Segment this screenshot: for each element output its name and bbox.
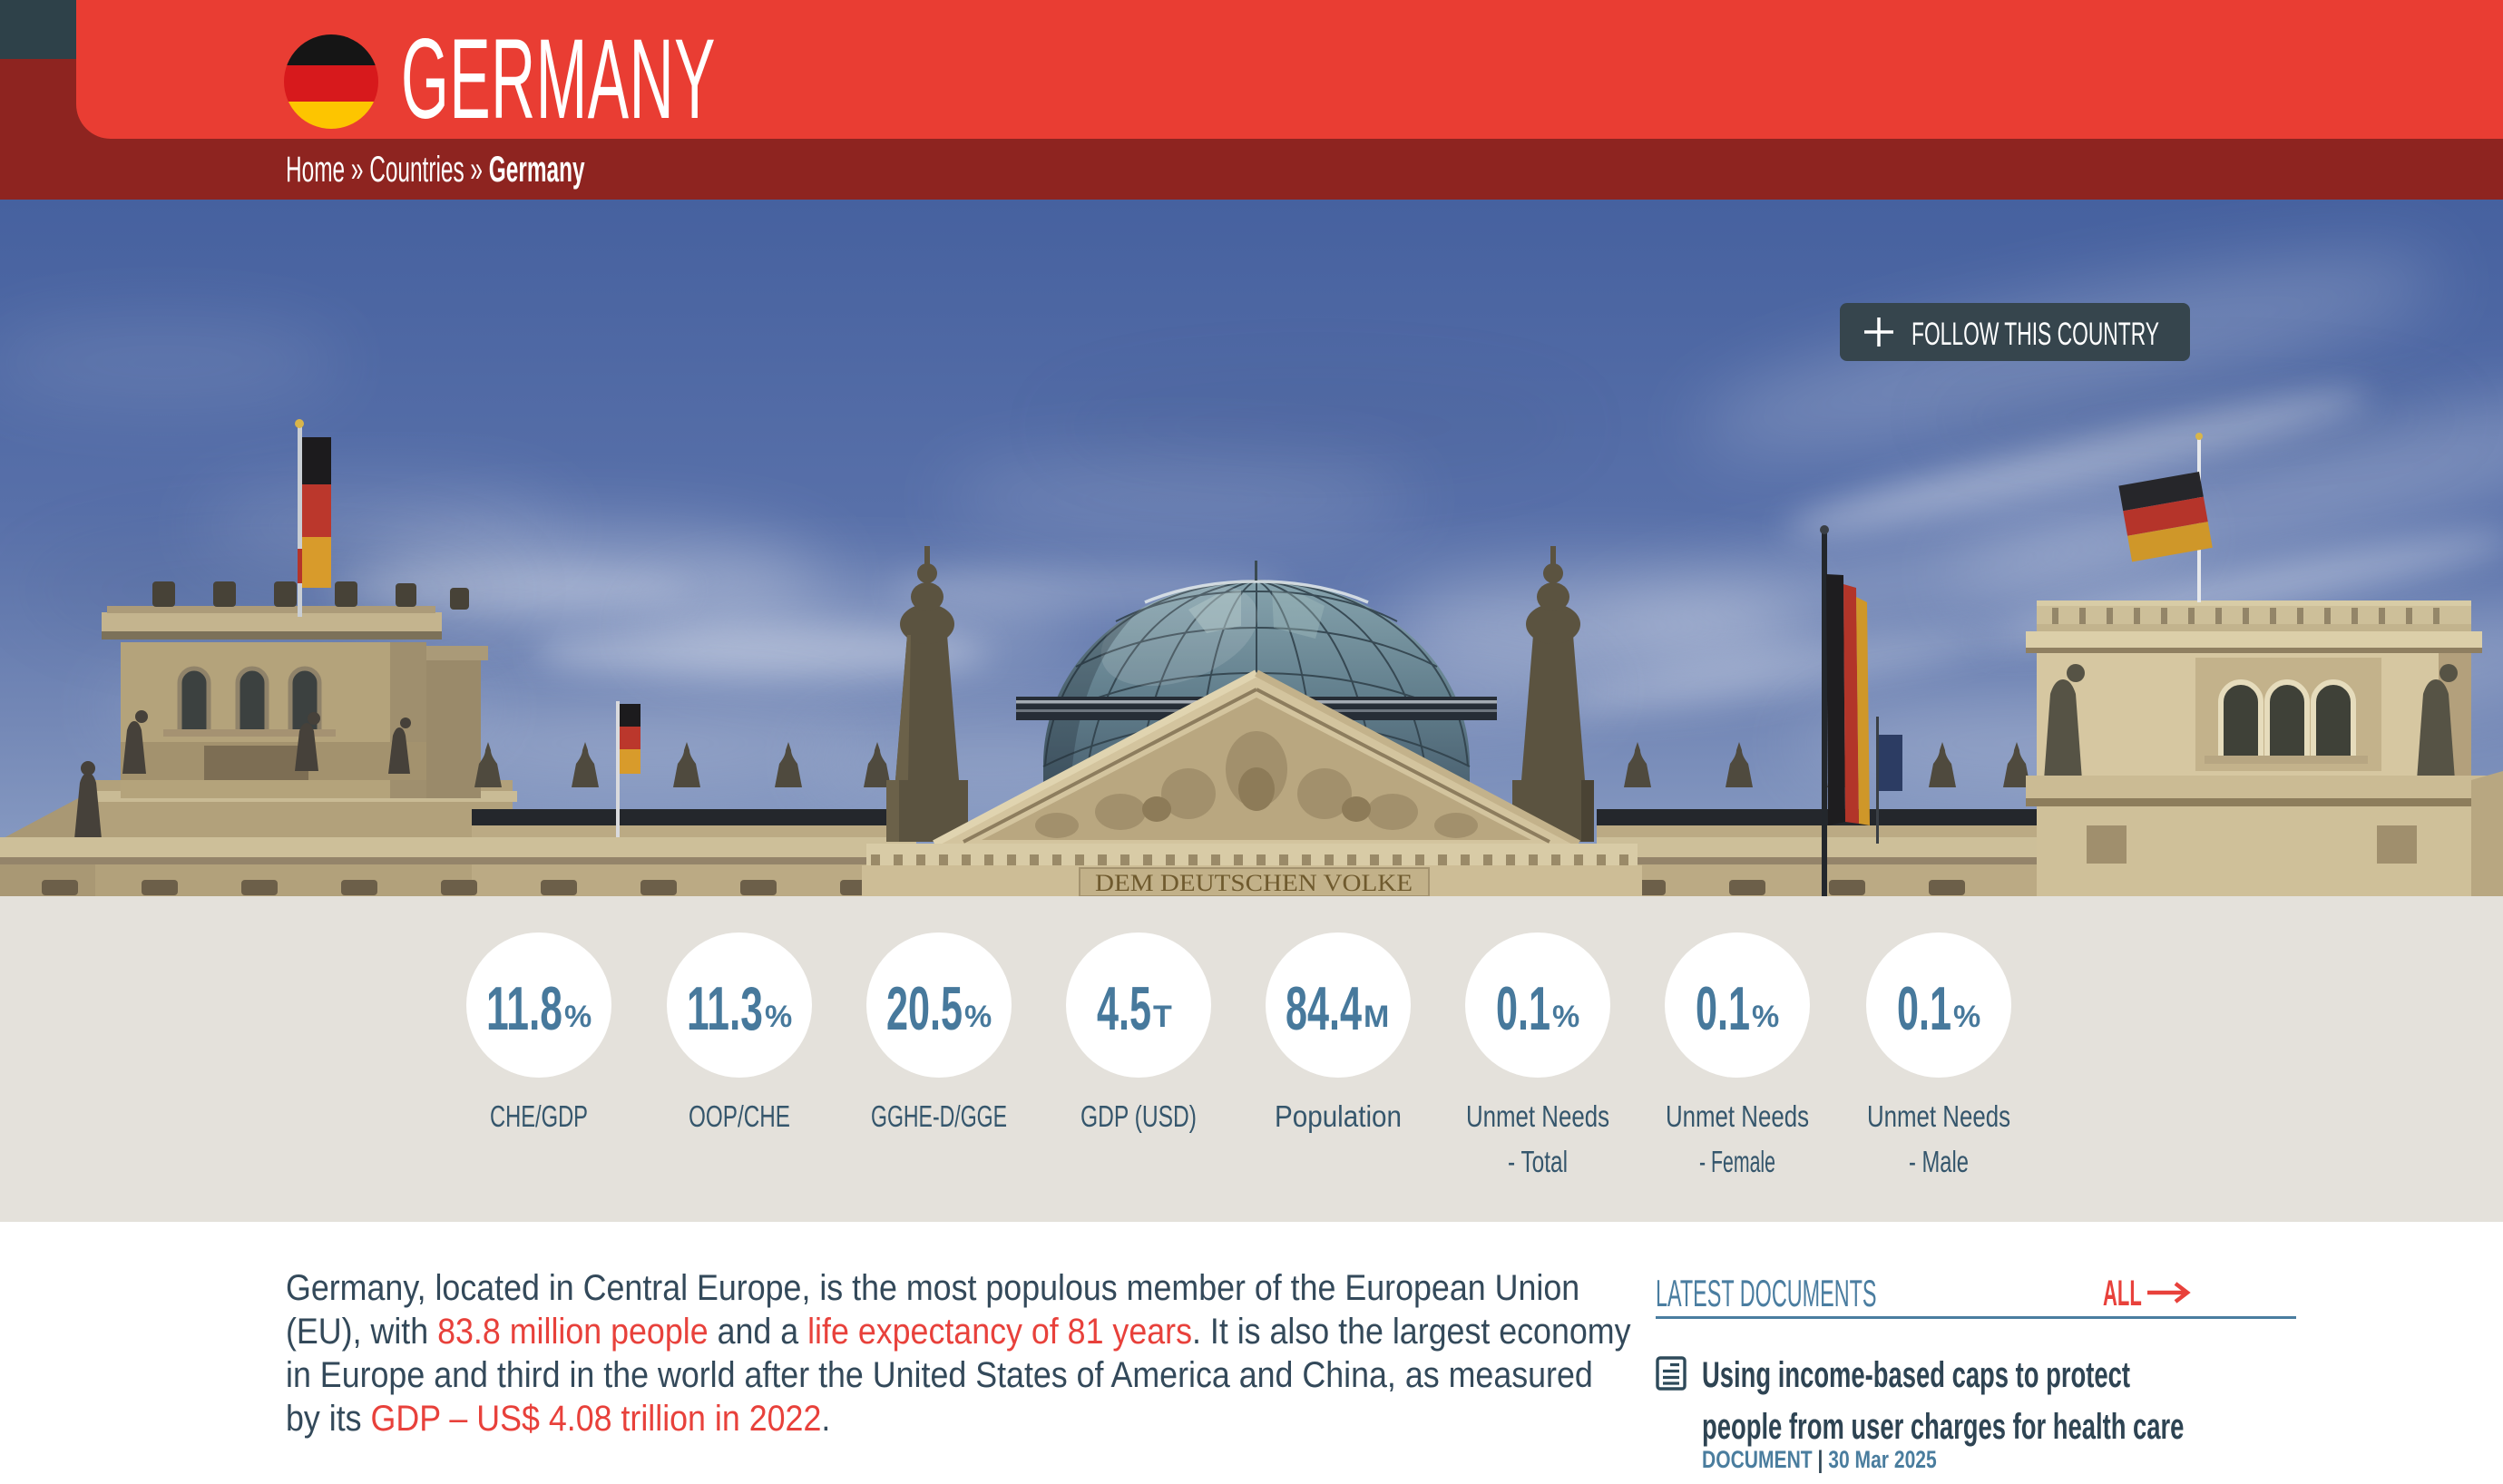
svg-text:%: % [1752,1000,1779,1034]
svg-text:- Total: - Total [1508,1145,1568,1178]
svg-text:FOLLOW THIS COUNTRY: FOLLOW THIS COUNTRY [1911,317,2159,352]
svg-text:GGHE-D/GGE: GGHE-D/GGE [871,1099,1007,1133]
svg-text:Unmet Needs: Unmet Needs [1867,1099,2010,1133]
svg-text:Unmet Needs: Unmet Needs [1666,1099,1809,1133]
svg-text:GDP (USD): GDP (USD) [1080,1099,1197,1133]
svg-text:%: % [765,1000,792,1034]
svg-text:Population: Population [1275,1099,1402,1133]
svg-text:Unmet Needs: Unmet Needs [1466,1099,1609,1133]
svg-text:DEM DEUTSCHEN VOLKE: DEM DEUTSCHEN VOLKE [1095,870,1413,896]
svg-text:- Female: - Female [1699,1145,1775,1178]
svg-text:T: T [1153,1000,1172,1034]
svg-text:0.1: 0.1 [1696,974,1750,1043]
svg-text:84.4: 84.4 [1286,974,1362,1043]
svg-text:4.5: 4.5 [1097,974,1151,1043]
svg-text:11.8: 11.8 [486,974,562,1043]
svg-text:%: % [1953,1000,1980,1034]
svg-text:- Male: - Male [1909,1145,1969,1178]
svg-text:%: % [1552,1000,1579,1034]
svg-text:11.3: 11.3 [687,974,763,1043]
svg-text:OOP/CHE: OOP/CHE [689,1099,790,1133]
svg-text:20.5: 20.5 [886,974,963,1043]
svg-text:0.1: 0.1 [1897,974,1951,1043]
svg-text:%: % [564,1000,592,1034]
svg-text:0.1: 0.1 [1496,974,1550,1043]
svg-text:%: % [964,1000,992,1034]
svg-text:M: M [1364,1000,1389,1034]
svg-text:CHE/GDP: CHE/GDP [490,1099,588,1133]
